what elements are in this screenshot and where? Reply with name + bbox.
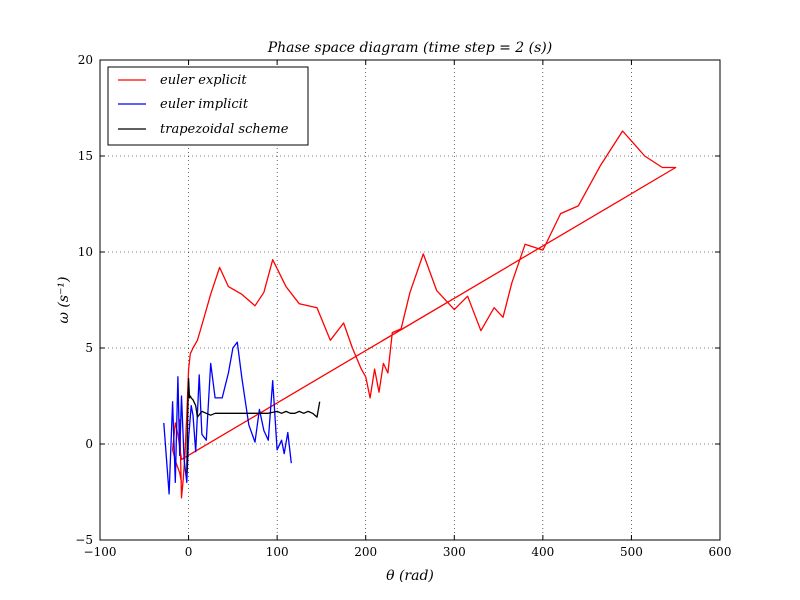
- y-tick-label: 15: [78, 149, 93, 163]
- y-tick-label: 0: [85, 437, 93, 451]
- y-tick-label: 5: [85, 341, 93, 355]
- legend-label-euler-implicit: euler implicit: [160, 97, 249, 112]
- grid: [100, 60, 720, 540]
- ticks: [99, 59, 721, 541]
- series-line-euler-explicit: [171, 130, 677, 499]
- series-line-euler-implicit: [163, 341, 292, 495]
- y-tick-label: 10: [78, 245, 93, 259]
- chart-title: Phase space diagram (time step = 2 (s)): [267, 40, 552, 56]
- y-tick-label: −5: [75, 533, 93, 547]
- legend-label-euler-explicit: euler explicit: [160, 73, 247, 88]
- legend-label-trapezoidal-scheme: trapezoidal scheme: [160, 122, 289, 137]
- x-tick-label: −100: [84, 545, 117, 559]
- x-tick-label: 400: [531, 545, 554, 559]
- tick-labels: −100 0 100 200 300 400 500 600 −5 0 5 10 15 20: [75, 53, 731, 559]
- x-tick-label: 200: [354, 545, 377, 559]
- plot-frame: [99, 59, 721, 541]
- legend: euler explicit euler implicit trapezoida…: [107, 66, 309, 146]
- x-axis-label: θ (rad): [386, 568, 434, 584]
- x-tick-label: 600: [709, 545, 732, 559]
- x-tick-label: 0: [185, 545, 193, 559]
- series-line-trapezoidal-scheme: [186, 378, 321, 473]
- x-tick-label: 300: [443, 545, 466, 559]
- x-tick-label: 100: [266, 545, 289, 559]
- y-tick-label: 20: [78, 53, 93, 67]
- y-axis-label: ω (s⁻¹): [56, 277, 72, 324]
- series-layer: [163, 130, 677, 499]
- x-tick-label: 500: [620, 545, 643, 559]
